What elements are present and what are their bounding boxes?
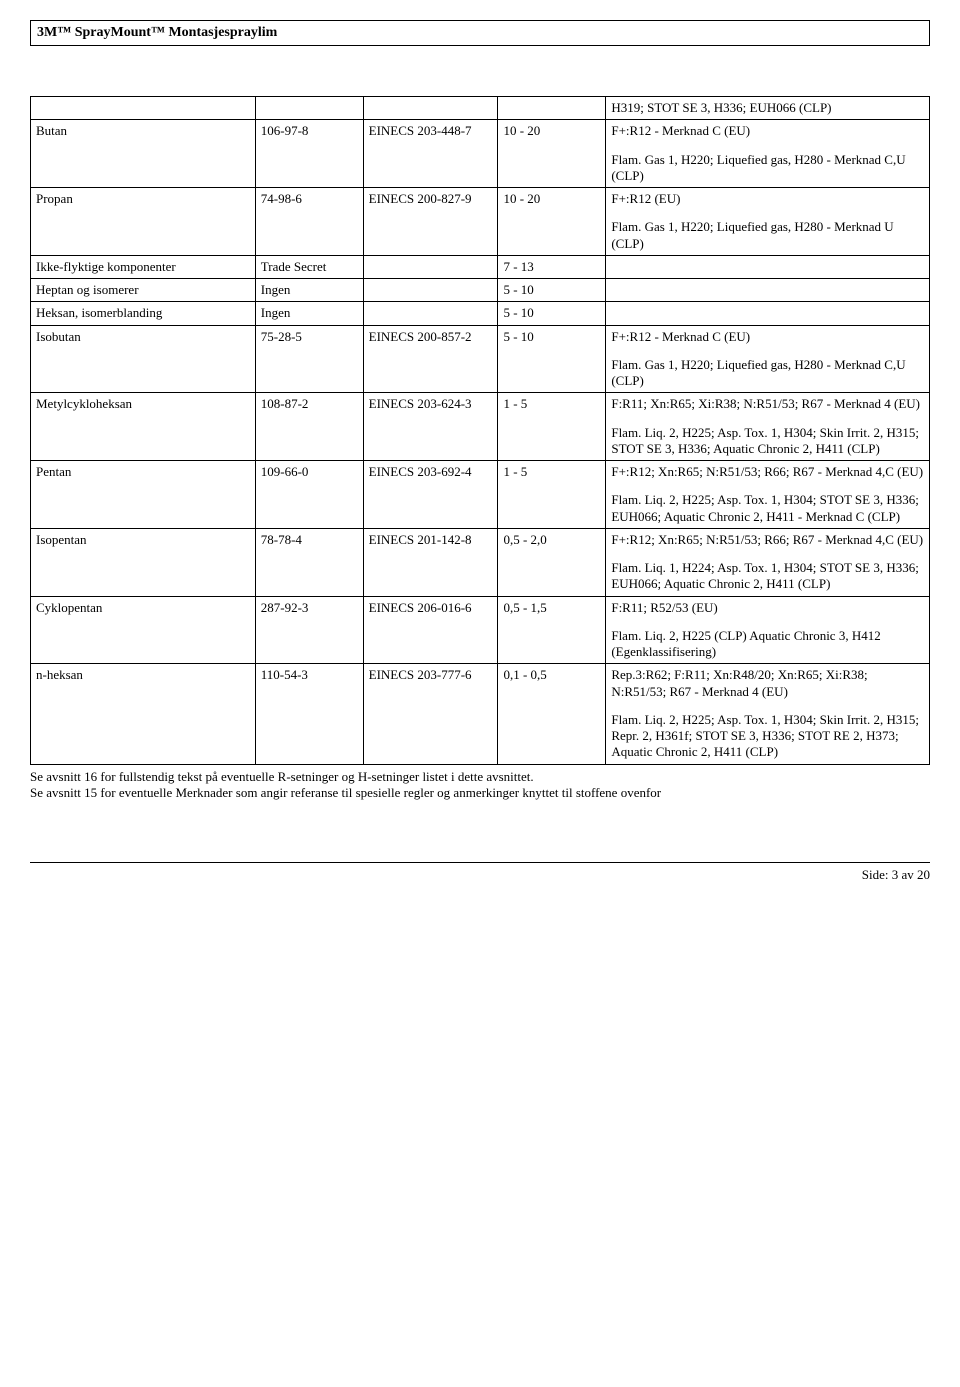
classification-paragraph: F+:R12 - Merknad C (EU): [611, 123, 924, 139]
cell-classification: F+:R12 (EU) Flam. Gas 1, H220; Liquefied …: [606, 188, 930, 256]
cell-percent: 0,5 - 2,0: [498, 528, 606, 596]
classification-paragraph: F+:R12 (EU): [611, 191, 924, 207]
cell-ec: EINECS 203-692-4: [363, 461, 498, 529]
classification-paragraph: F:R11; R52/53 (EU): [611, 600, 924, 616]
table-row: Heksan, isomerblandingIngen 5 - 10: [31, 302, 930, 325]
classification-paragraph: F+:R12; Xn:R65; N:R51/53; R66; R67 - Mer…: [611, 532, 924, 548]
cell-classification: [606, 302, 930, 325]
classification-paragraph: Flam. Liq. 2, H225; Asp. Tox. 1, H304; S…: [611, 712, 924, 761]
classification-paragraph: H319; STOT SE 3, H336; EUH066 (CLP): [611, 100, 924, 116]
cell-ec: EINECS 200-827-9: [363, 188, 498, 256]
composition-table: H319; STOT SE 3, H336; EUH066 (CLP) Butan…: [30, 96, 930, 765]
table-row: Propan74-98-6EINECS 200-827-910 - 20F+:R…: [31, 188, 930, 256]
cell-percent: 5 - 10: [498, 325, 606, 393]
classification-paragraph: F+:R12; Xn:R65; N:R51/53; R66; R67 - Mer…: [611, 464, 924, 480]
cell-cas: Ingen: [255, 279, 363, 302]
classification-paragraph: Flam. Gas 1, H220; Liquefied gas, H280 -…: [611, 219, 924, 252]
cell-percent: [498, 97, 606, 120]
cell-cas: 110-54-3: [255, 664, 363, 764]
cell-percent: 1 - 5: [498, 393, 606, 461]
cell-classification: F+:R12; Xn:R65; N:R51/53; R66; R67 - Mer…: [606, 528, 930, 596]
classification-paragraph: Flam. Liq. 2, H225 (CLP) Aquatic Chronic…: [611, 628, 924, 661]
cell-cas: Trade Secret: [255, 255, 363, 278]
cell-ec: [363, 255, 498, 278]
cell-cas: 106-97-8: [255, 120, 363, 188]
classification-paragraph: F:R11; Xn:R65; Xi:R38; N:R51/53; R67 - M…: [611, 396, 924, 412]
cell-percent: 10 - 20: [498, 120, 606, 188]
table-row: Metylcykloheksan108-87-2EINECS 203-624-3…: [31, 393, 930, 461]
cell-classification: Rep.3:R62; F:R11; Xn:R48/20; Xn:R65; Xi:…: [606, 664, 930, 764]
cell-percent: 5 - 10: [498, 279, 606, 302]
cell-name: Cyklopentan: [31, 596, 256, 664]
classification-paragraph: Flam. Liq. 1, H224; Asp. Tox. 1, H304; S…: [611, 560, 924, 593]
page-footer: Side: 3 av 20: [30, 862, 930, 883]
cell-percent: 1 - 5: [498, 461, 606, 529]
cell-cas: 78-78-4: [255, 528, 363, 596]
cell-cas: 75-28-5: [255, 325, 363, 393]
cell-name: Pentan: [31, 461, 256, 529]
cell-cas: 74-98-6: [255, 188, 363, 256]
table-row: Pentan109-66-0EINECS 203-692-41 - 5 F+:R1…: [31, 461, 930, 529]
cell-percent: 7 - 13: [498, 255, 606, 278]
cell-ec: [363, 279, 498, 302]
cell-cas: [255, 97, 363, 120]
table-row: Butan106-97-8EINECS 203-448-710 - 20F+:R…: [31, 120, 930, 188]
cell-classification: [606, 255, 930, 278]
table-row: Heptan og isomererIngen 5 - 10: [31, 279, 930, 302]
cell-classification: H319; STOT SE 3, H336; EUH066 (CLP): [606, 97, 930, 120]
cell-name: Isopentan: [31, 528, 256, 596]
cell-name: Ikke-flyktige komponenter: [31, 255, 256, 278]
cell-name: Isobutan: [31, 325, 256, 393]
cell-ec: EINECS 203-448-7: [363, 120, 498, 188]
cell-ec: EINECS 200-857-2: [363, 325, 498, 393]
cell-ec: EINECS 206-016-6: [363, 596, 498, 664]
table-row: Cyklopentan287-92-3EINECS 206-016-60,5 -…: [31, 596, 930, 664]
cell-name: Propan: [31, 188, 256, 256]
classification-paragraph: Flam. Liq. 2, H225; Asp. Tox. 1, H304; S…: [611, 492, 924, 525]
cell-name: Heksan, isomerblanding: [31, 302, 256, 325]
table-row: Isopentan78-78-4EINECS 201-142-80,5 - 2,…: [31, 528, 930, 596]
cell-cas: Ingen: [255, 302, 363, 325]
footnote-line: Se avsnitt 15 for eventuelle Merknader s…: [30, 785, 930, 802]
cell-percent: 0,1 - 0,5: [498, 664, 606, 764]
cell-classification: F:R11; R52/53 (EU) Flam. Liq. 2, H225 (CL…: [606, 596, 930, 664]
cell-name: Butan: [31, 120, 256, 188]
cell-name: Metylcykloheksan: [31, 393, 256, 461]
table-row: Isobutan75-28-5EINECS 200-857-25 - 10F+:…: [31, 325, 930, 393]
footnote-line: Se avsnitt 16 for fullstendig tekst på e…: [30, 769, 930, 786]
footnotes: Se avsnitt 16 for fullstendig tekst på e…: [30, 769, 930, 803]
cell-cas: 287-92-3: [255, 596, 363, 664]
cell-ec: EINECS 203-624-3: [363, 393, 498, 461]
table-row: n-heksan110-54-3EINECS 203-777-60,1 - 0,…: [31, 664, 930, 764]
cell-name: [31, 97, 256, 120]
classification-paragraph: F+:R12 - Merknad C (EU): [611, 329, 924, 345]
classification-paragraph: Rep.3:R62; F:R11; Xn:R48/20; Xn:R65; Xi:…: [611, 667, 924, 700]
classification-paragraph: Flam. Gas 1, H220; Liquefied gas, H280 -…: [611, 357, 924, 390]
cell-name: n-heksan: [31, 664, 256, 764]
table-row: Ikke-flyktige komponenterTrade Secret 7 -…: [31, 255, 930, 278]
cell-classification: F:R11; Xn:R65; Xi:R38; N:R51/53; R67 - M…: [606, 393, 930, 461]
cell-ec: EINECS 203-777-6: [363, 664, 498, 764]
cell-classification: F+:R12 - Merknad C (EU) Flam. Gas 1, H220…: [606, 325, 930, 393]
cell-cas: 108-87-2: [255, 393, 363, 461]
classification-paragraph: Flam. Gas 1, H220; Liquefied gas, H280 -…: [611, 152, 924, 185]
classification-paragraph: Flam. Liq. 2, H225; Asp. Tox. 1, H304; S…: [611, 425, 924, 458]
document-title: 3M™ SprayMount™ Montasjespraylim: [37, 25, 277, 40]
cell-ec: EINECS 201-142-8: [363, 528, 498, 596]
page-number: Side: 3 av 20: [862, 867, 930, 882]
cell-name: Heptan og isomerer: [31, 279, 256, 302]
document-header: 3M™ SprayMount™ Montasjespraylim: [30, 20, 930, 46]
cell-percent: 0,5 - 1,5: [498, 596, 606, 664]
cell-classification: F+:R12 - Merknad C (EU) Flam. Gas 1, H220…: [606, 120, 930, 188]
cell-classification: [606, 279, 930, 302]
table-row: H319; STOT SE 3, H336; EUH066 (CLP): [31, 97, 930, 120]
cell-classification: F+:R12; Xn:R65; N:R51/53; R66; R67 - Mer…: [606, 461, 930, 529]
cell-cas: 109-66-0: [255, 461, 363, 529]
cell-percent: 5 - 10: [498, 302, 606, 325]
cell-ec: [363, 302, 498, 325]
cell-ec: [363, 97, 498, 120]
cell-percent: 10 - 20: [498, 188, 606, 256]
